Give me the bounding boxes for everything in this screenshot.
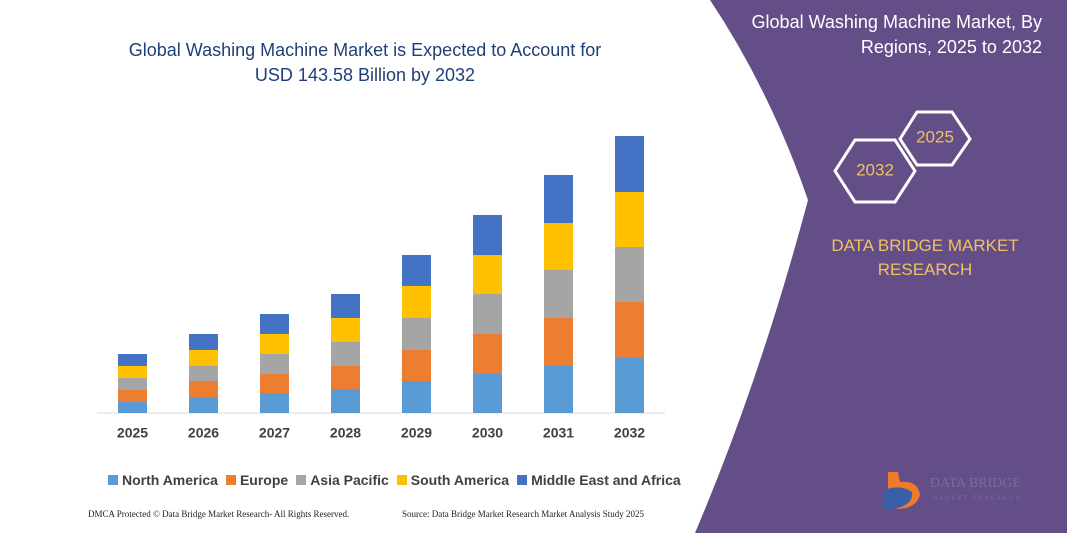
- bar-segment: [118, 390, 147, 402]
- legend: North America Europe Asia Pacific South Ame…: [108, 472, 681, 488]
- bar-segment: [544, 366, 573, 413]
- bar-segment: [615, 192, 644, 247]
- legend-label: Asia Pacific: [310, 472, 389, 488]
- footer-source: Source: Data Bridge Market Research Mark…: [402, 509, 644, 519]
- legend-swatch: [225, 475, 236, 485]
- legend-swatch: [108, 475, 118, 485]
- bar-segment: [118, 354, 147, 366]
- legend-item: South America: [396, 472, 510, 488]
- hex-label: 2025: [916, 127, 954, 146]
- x-tick-label: 2029: [401, 425, 432, 441]
- bar-segment: [615, 136, 644, 192]
- side-panel: [695, 0, 1067, 533]
- panel-title: Global Washing Machine Market, By Region…: [751, 12, 1042, 57]
- bar-segment: [615, 302, 644, 358]
- bar-segment: [331, 294, 360, 318]
- bar-segment: [331, 389, 360, 413]
- bar-segment: [615, 247, 644, 302]
- legend-label: Europe: [239, 472, 289, 488]
- x-tick-label: 2031: [543, 425, 574, 441]
- bar-segment: [544, 318, 573, 366]
- logo-text: MARKET RESEARCH: [932, 496, 1022, 502]
- x-tick-label: 2027: [259, 425, 290, 441]
- bar-segment: [473, 294, 502, 334]
- bar-segment: [473, 255, 502, 294]
- x-tick-label: 2030: [472, 425, 503, 441]
- bar-segment: [260, 334, 289, 354]
- bar-segment: [544, 223, 573, 270]
- bar-segment: [260, 354, 289, 374]
- bar-segment: [402, 286, 431, 318]
- hexagon: [898, 110, 972, 167]
- logo-text: DATA BRIDGE: [930, 476, 1021, 491]
- hexagon: [833, 138, 917, 204]
- bar-segment: [615, 358, 644, 413]
- bar-segment: [331, 318, 360, 342]
- bar-segment: [189, 334, 218, 350]
- x-tick-label: 2026: [188, 425, 219, 441]
- bar-segment: [118, 378, 147, 390]
- legend-label: Middle East and Africa: [531, 472, 681, 488]
- bar-segment: [402, 255, 431, 286]
- hex-label: 2032: [856, 160, 894, 179]
- legend-item: Asia Pacific: [296, 472, 389, 488]
- x-tick-label: 2028: [330, 425, 361, 441]
- legend-swatch: [396, 475, 407, 485]
- brand-name: DATA BRIDGE MARKET RESEARCH: [831, 236, 1019, 279]
- bar-segment: [473, 215, 502, 255]
- bar-segment: [118, 402, 147, 413]
- bar-segment: [473, 374, 502, 413]
- legend-swatch: [517, 475, 528, 485]
- bar-segment: [118, 366, 147, 378]
- legend-item: North America: [108, 472, 218, 488]
- bar-segment: [189, 366, 218, 381]
- bar-segment: [402, 350, 431, 381]
- legend-swatch: [296, 475, 307, 485]
- chart-title: Global Washing Machine Market is Expecte…: [128, 40, 602, 85]
- bar-segment: [189, 397, 218, 413]
- legend-item: Europe: [225, 472, 289, 488]
- bar-segment: [260, 314, 289, 334]
- footer-note: DMCA Protected © Data Bridge Market Rese…: [88, 509, 350, 519]
- bar-segment: [402, 381, 431, 413]
- bar-segment: [544, 175, 573, 223]
- bar-segment: [189, 350, 218, 366]
- logo-mark: [884, 487, 913, 510]
- bar-segment: [189, 381, 218, 397]
- bar-segment: [260, 374, 289, 393]
- x-tick-label: 2032: [614, 425, 645, 441]
- bar-segment: [260, 393, 289, 413]
- bar-segment: [331, 342, 360, 366]
- legend-label: South America: [410, 472, 510, 488]
- x-tick-label: 2025: [117, 425, 148, 441]
- bar-segment: [331, 366, 360, 389]
- bar-segment: [544, 270, 573, 318]
- bar-segment: [473, 334, 502, 374]
- legend-item: Middle East and Africa: [517, 472, 681, 488]
- legend-label: North America: [122, 472, 218, 488]
- bar-segment: [402, 318, 431, 350]
